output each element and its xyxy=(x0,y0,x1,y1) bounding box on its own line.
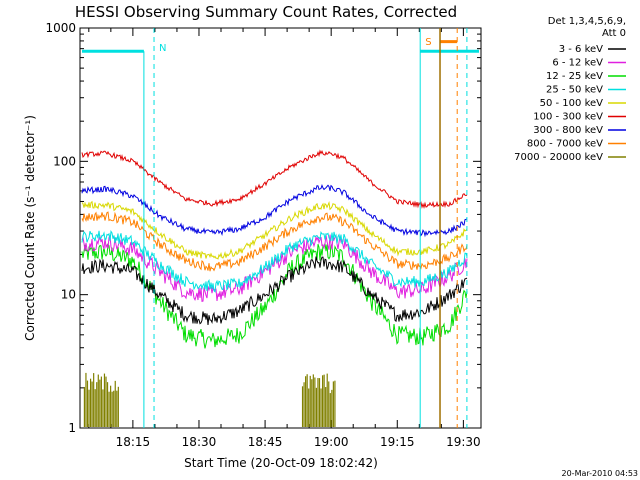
legend-header: Det 1,3,4,5,6,9, xyxy=(548,16,626,27)
legend-label: 25 - 50 keV xyxy=(546,85,603,96)
legend-label: 6 - 12 keV xyxy=(552,58,603,69)
plot-frame xyxy=(79,27,482,429)
x-tick-label: 19:30 xyxy=(446,435,481,449)
y-tick-label: 1 xyxy=(68,421,76,435)
series-line xyxy=(81,183,468,238)
x-tick-label: 18:15 xyxy=(116,435,151,449)
legend-label: 800 - 7000 keV xyxy=(527,139,603,150)
legend-label: 12 - 25 keV xyxy=(546,71,603,82)
series-line xyxy=(81,149,468,209)
series-line xyxy=(81,234,468,303)
x-axis-label: Start Time (20-Oct-09 18:02:42) xyxy=(184,456,378,470)
legend-label: 7000 - 20000 keV xyxy=(514,152,603,163)
legend-header: Att 0 xyxy=(602,28,626,39)
series-line xyxy=(81,200,468,260)
legend-label: 300 - 800 keV xyxy=(533,125,603,136)
annotation-n-label: N xyxy=(159,43,166,54)
series-line xyxy=(81,256,468,325)
legend-label: 100 - 300 keV xyxy=(533,112,603,123)
series-line xyxy=(81,211,468,272)
annotation-s-label: S xyxy=(425,37,431,48)
x-tick-label: 18:30 xyxy=(182,435,217,449)
x-tick-label: 19:15 xyxy=(380,435,415,449)
timestamp-label: 20-Mar-2010 04:53 xyxy=(562,469,639,478)
series-line xyxy=(81,229,468,293)
y-tick-label: 100 xyxy=(53,154,76,168)
legend: Det 1,3,4,5,6,9,Att 0 3 - 6 keV 6 - 12 keV… xyxy=(514,16,626,163)
y-axis-label: Corrected Count Rate (s⁻¹ detector⁻¹) xyxy=(23,115,37,341)
legend-label: 3 - 6 keV xyxy=(559,44,603,55)
plot-area: 1 10 100 1000 18:15 18:30 18:45 19:00 19:15 19:30… xyxy=(45,21,482,449)
chart-title: HESSI Observing Summary Count Rates, Cor… xyxy=(75,3,457,21)
legend-label: 50 - 100 keV xyxy=(540,98,604,109)
x-tick-label: 19:00 xyxy=(314,435,349,449)
x-tick-label: 18:45 xyxy=(248,435,283,449)
y-tick-label: 10 xyxy=(61,288,76,302)
y-tick-label: 1000 xyxy=(45,21,76,35)
